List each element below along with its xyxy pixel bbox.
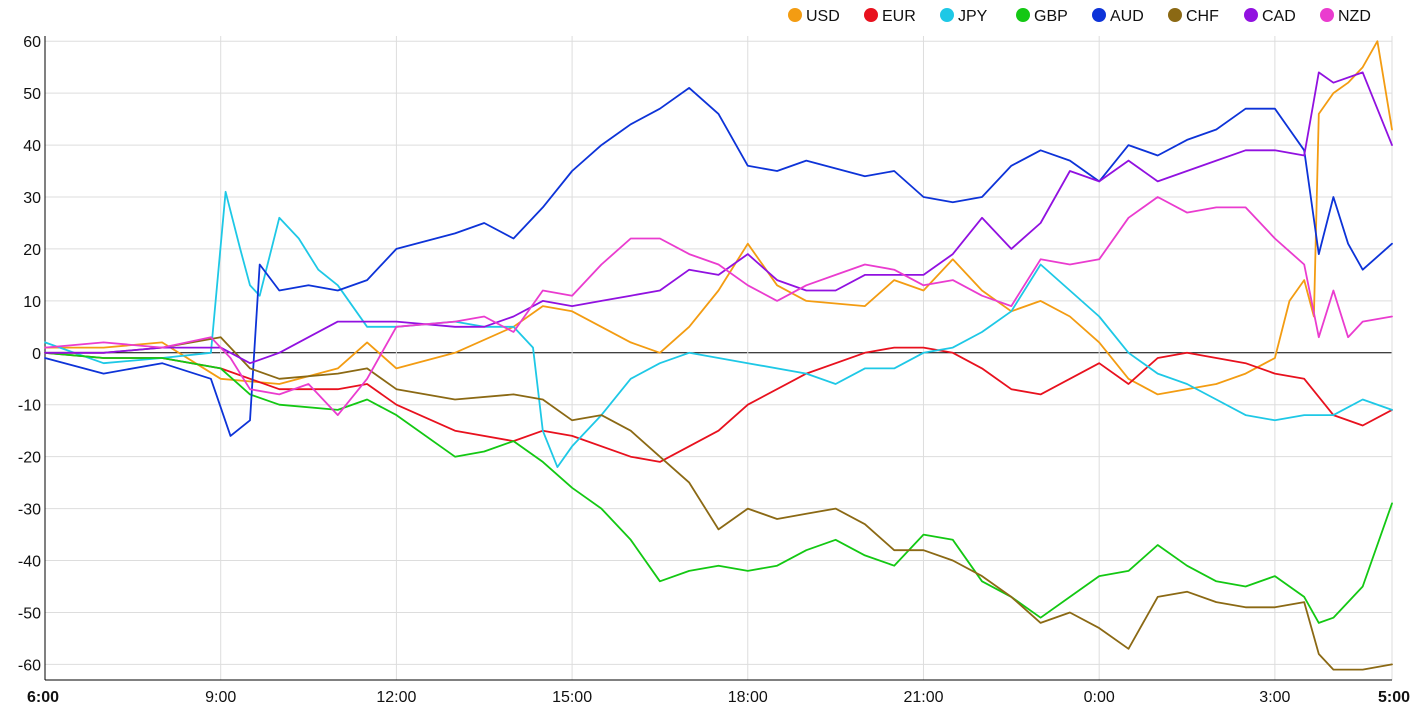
legend-swatch xyxy=(1168,8,1182,22)
y-tick-label: 30 xyxy=(23,190,41,207)
series-line-eur xyxy=(44,346,1393,463)
y-tick-label: -10 xyxy=(18,398,41,415)
x-tick-label: 15:00 xyxy=(552,689,592,706)
y-tick-label: 60 xyxy=(23,34,41,51)
y-tick-label: -40 xyxy=(18,554,41,571)
legend-item-chf[interactable]: CHF xyxy=(1168,8,1219,25)
legend-item-eur[interactable]: EUR xyxy=(864,8,916,25)
legend-item-nzd[interactable]: NZD xyxy=(1320,8,1371,25)
legend-item-cad[interactable]: CAD xyxy=(1244,8,1296,25)
legend-swatch xyxy=(1320,8,1334,22)
series-line-usd xyxy=(44,40,1393,396)
series-line-nzd xyxy=(44,196,1393,416)
legend-label: CAD xyxy=(1262,8,1296,25)
legend-item-jpy[interactable]: JPY xyxy=(940,8,988,25)
legend-label: USD xyxy=(806,8,840,25)
legend-swatch xyxy=(1016,8,1030,22)
x-tick-label: 18:00 xyxy=(728,689,768,706)
legend-label: JPY xyxy=(958,8,988,25)
legend-swatch xyxy=(1244,8,1258,22)
y-tick-label: 20 xyxy=(23,242,41,259)
y-tick-label: 40 xyxy=(23,138,41,155)
legend-swatch xyxy=(1092,8,1106,22)
y-tick-label: -50 xyxy=(18,605,41,622)
legend-label: EUR xyxy=(882,8,916,25)
series-lines xyxy=(44,40,1393,671)
legend-swatch xyxy=(788,8,802,22)
series-line-chf xyxy=(44,336,1393,671)
legend-item-gbp[interactable]: GBP xyxy=(1016,8,1068,25)
legend-item-aud[interactable]: AUD xyxy=(1092,8,1144,25)
series-line-jpy xyxy=(44,190,1393,468)
x-tick-label: 3:00 xyxy=(1259,689,1290,706)
axes: 60 50 40 30 20 10 0 -10 -20 -30 -40 -50 -60 6:00 9:00 1… xyxy=(18,34,1410,706)
y-tick-label: -60 xyxy=(18,657,41,674)
x-tick-label: 12:00 xyxy=(376,689,416,706)
legend-label: AUD xyxy=(1110,8,1144,25)
y-tick-label: 10 xyxy=(23,294,41,311)
legend-label: NZD xyxy=(1338,8,1371,25)
x-tick-label: 0:00 xyxy=(1084,689,1115,706)
x-tick-label: 21:00 xyxy=(903,689,943,706)
x-tick-label: 6:00 xyxy=(27,689,59,706)
x-tick-label: 5:00 xyxy=(1378,689,1410,706)
legend-label: CHF xyxy=(1186,8,1219,25)
legend-item-usd[interactable]: USD xyxy=(788,8,840,25)
y-tick-label: 50 xyxy=(23,86,41,103)
series-line-aud xyxy=(44,87,1393,437)
y-tick-label: 0 xyxy=(32,346,41,363)
legend: USD EUR JPY GBP AUD CHF CAD NZD xyxy=(788,8,1371,25)
legend-swatch xyxy=(940,8,954,22)
x-tick-label: 9:00 xyxy=(205,689,236,706)
y-tick-label: -30 xyxy=(18,502,41,519)
series-line-gbp xyxy=(44,351,1393,624)
legend-label: GBP xyxy=(1034,8,1068,25)
legend-swatch xyxy=(864,8,878,22)
y-tick-label: -20 xyxy=(18,450,41,467)
series-line-cad xyxy=(44,71,1393,365)
